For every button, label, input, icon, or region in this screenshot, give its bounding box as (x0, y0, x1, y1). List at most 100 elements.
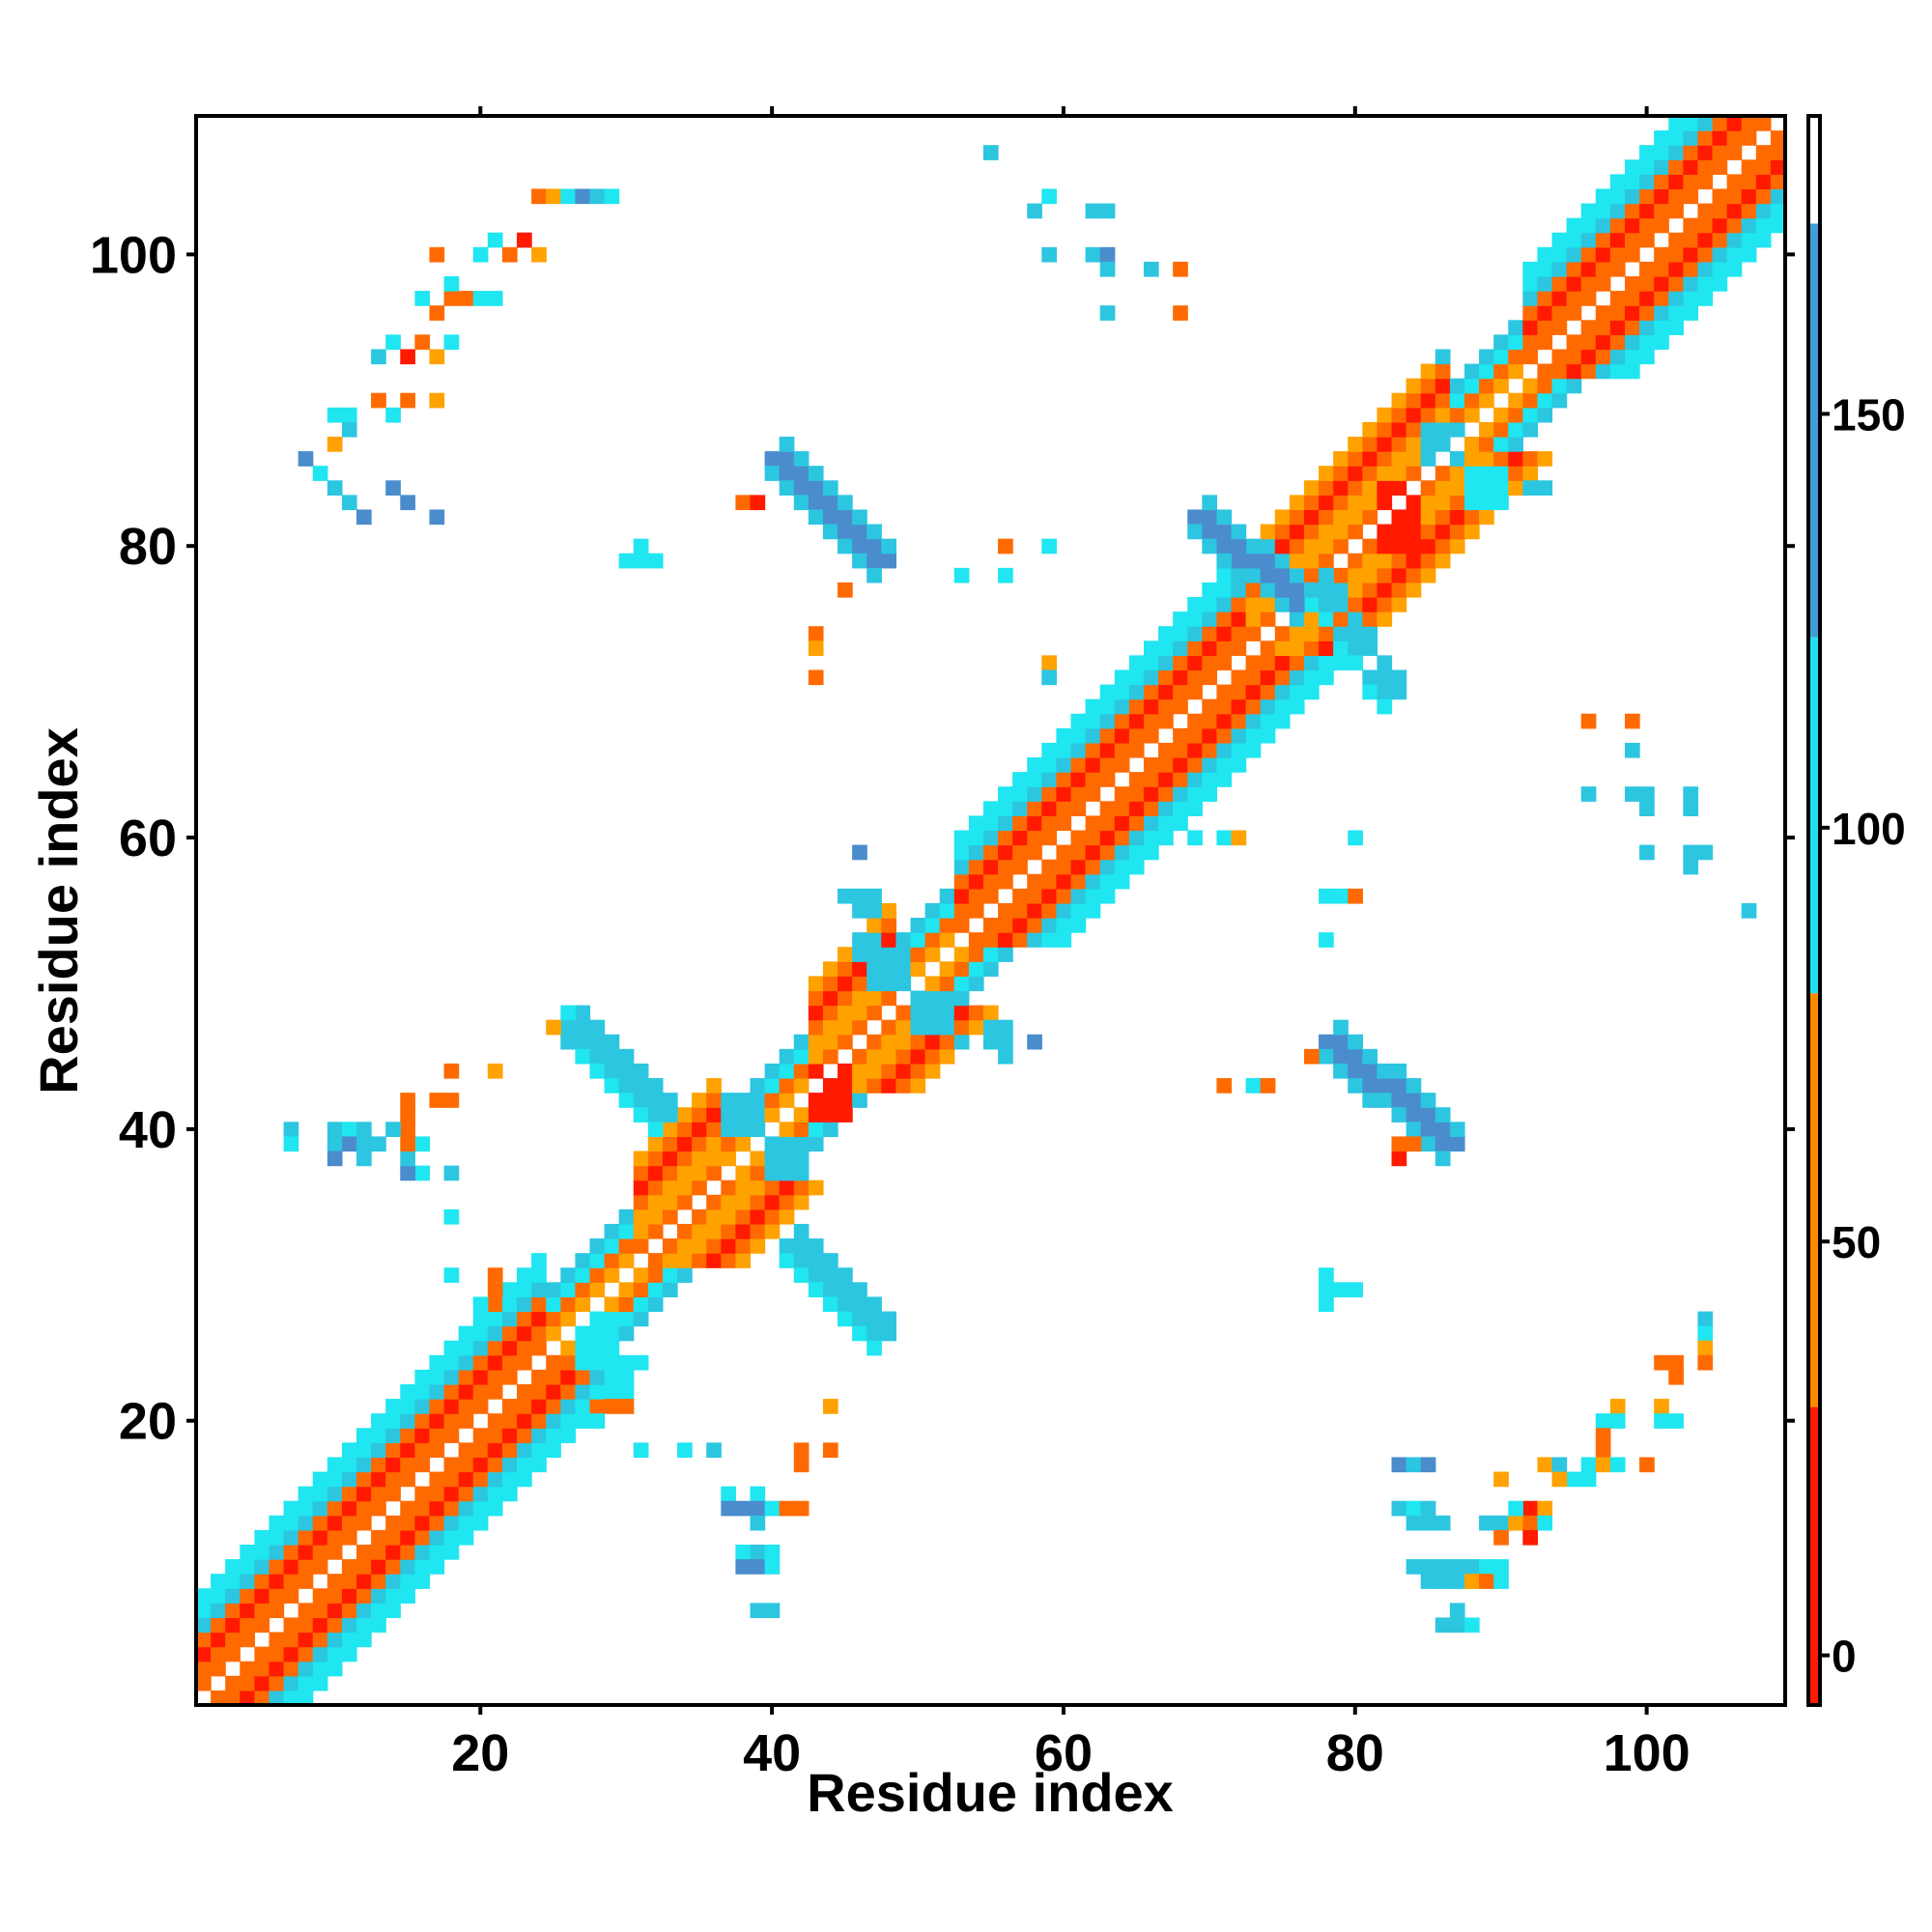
heatmap-cell (1245, 742, 1262, 758)
heatmap-cell (1551, 1471, 1568, 1488)
heatmap-cell (1173, 305, 1188, 321)
heatmap-cell (546, 1311, 561, 1327)
heatmap-cell (822, 1048, 838, 1065)
heatmap-cell (589, 1048, 606, 1065)
heatmap-cell (1683, 291, 1699, 306)
heatmap-cell (211, 1603, 226, 1619)
heatmap-cell (1333, 466, 1349, 481)
heatmap-cell (1712, 130, 1728, 146)
heatmap-cell (808, 509, 824, 526)
heatmap-cell (1508, 334, 1523, 351)
heatmap-cell (1245, 597, 1262, 612)
heatmap-cell (1216, 655, 1233, 671)
heatmap-cell (1143, 684, 1159, 700)
heatmap-cell (692, 1093, 707, 1108)
heatmap-cell (822, 480, 838, 496)
heatmap-cell (1406, 567, 1422, 583)
heatmap-cell (458, 1471, 474, 1488)
heatmap-cell (312, 466, 328, 481)
heatmap-cell (575, 1253, 591, 1268)
heatmap-cell (1041, 830, 1058, 846)
heatmap-cell (414, 1383, 431, 1400)
heatmap-cell (1377, 1063, 1393, 1079)
heatmap-cell (764, 1223, 781, 1239)
heatmap-cell (604, 188, 620, 205)
heatmap-cell (589, 1034, 606, 1050)
heatmap-cell (1609, 320, 1626, 335)
heatmap-cell (808, 1019, 824, 1036)
heatmap-cell (1187, 509, 1203, 526)
heatmap-cell (998, 918, 1013, 933)
heatmap-cell (1012, 859, 1028, 875)
heatmap-cell (254, 1603, 270, 1619)
heatmap-cell (1668, 188, 1684, 205)
heatmap-cell (298, 1559, 314, 1575)
heatmap-cell (1435, 349, 1451, 365)
heatmap-cell (531, 1369, 547, 1385)
heatmap-cell (1319, 466, 1334, 481)
heatmap-cell (341, 1457, 357, 1473)
x-tick-label: 40 (743, 1724, 801, 1782)
heatmap-cell (1260, 553, 1276, 569)
heatmap-cell (443, 1165, 460, 1181)
heatmap-cell (356, 1151, 372, 1167)
heatmap-cell (254, 1559, 270, 1575)
heatmap-cell (633, 1165, 649, 1181)
heatmap-cell (1435, 363, 1451, 380)
heatmap-cell (269, 1515, 285, 1531)
heatmap-cell (560, 1413, 576, 1429)
heatmap-cell (998, 844, 1013, 861)
heatmap-cell (1319, 582, 1334, 598)
heatmap-cell (1041, 902, 1058, 919)
heatmap-cell (1551, 392, 1568, 409)
heatmap-cell (240, 1661, 255, 1677)
heatmap-cell (1668, 1354, 1684, 1371)
heatmap-cell (356, 1574, 372, 1589)
heatmap-cell (1537, 451, 1553, 467)
heatmap-cell (1683, 801, 1699, 816)
heatmap-cell (939, 1048, 955, 1065)
heatmap-cell (1216, 684, 1233, 700)
heatmap-cell (385, 1399, 401, 1414)
heatmap-cell (1289, 509, 1305, 526)
heatmap-cell (1726, 145, 1743, 160)
heatmap-cell (385, 1428, 401, 1443)
heatmap-cell (1216, 611, 1233, 627)
heatmap-cell (706, 1238, 722, 1254)
heatmap-cell (371, 1486, 386, 1502)
heatmap-cell (1449, 1122, 1465, 1138)
heatmap-cell (1391, 421, 1407, 438)
heatmap-cell (1697, 116, 1714, 131)
heatmap-cell (517, 1282, 532, 1298)
heatmap-cell (196, 1588, 212, 1604)
heatmap-cell (953, 1019, 970, 1036)
heatmap-cell (414, 1486, 431, 1502)
heatmap-cell (531, 1253, 547, 1268)
heatmap-cell (1595, 217, 1611, 234)
heatmap-cell (371, 1588, 386, 1604)
heatmap-cell (1463, 495, 1480, 511)
heatmap-cell (240, 1632, 255, 1648)
heatmap-cell (808, 1093, 824, 1108)
heatmap-cell (1391, 1136, 1407, 1152)
heatmap-cell (429, 1354, 445, 1371)
heatmap-cell (1463, 480, 1480, 496)
heatmap-cell (546, 1019, 561, 1036)
heatmap-cell (1056, 786, 1072, 802)
heatmap-cell (1493, 1471, 1509, 1488)
heatmap-cell (1609, 217, 1626, 234)
heatmap-cell (1319, 480, 1334, 496)
heatmap-cell (808, 1267, 824, 1283)
heatmap-cell (1668, 174, 1684, 190)
heatmap-cell (589, 1253, 606, 1268)
y-tick-label: 80 (119, 518, 177, 576)
heatmap-cell (618, 1063, 635, 1079)
heatmap-cell (1391, 684, 1407, 700)
y-tick-label: 60 (119, 810, 177, 867)
heatmap-cell (1493, 495, 1509, 511)
heatmap-cell (1319, 669, 1334, 686)
heatmap-cell (998, 873, 1013, 890)
heatmap-cell (1463, 1617, 1480, 1634)
heatmap-cell (356, 1471, 372, 1488)
heatmap-cell (298, 1632, 314, 1648)
